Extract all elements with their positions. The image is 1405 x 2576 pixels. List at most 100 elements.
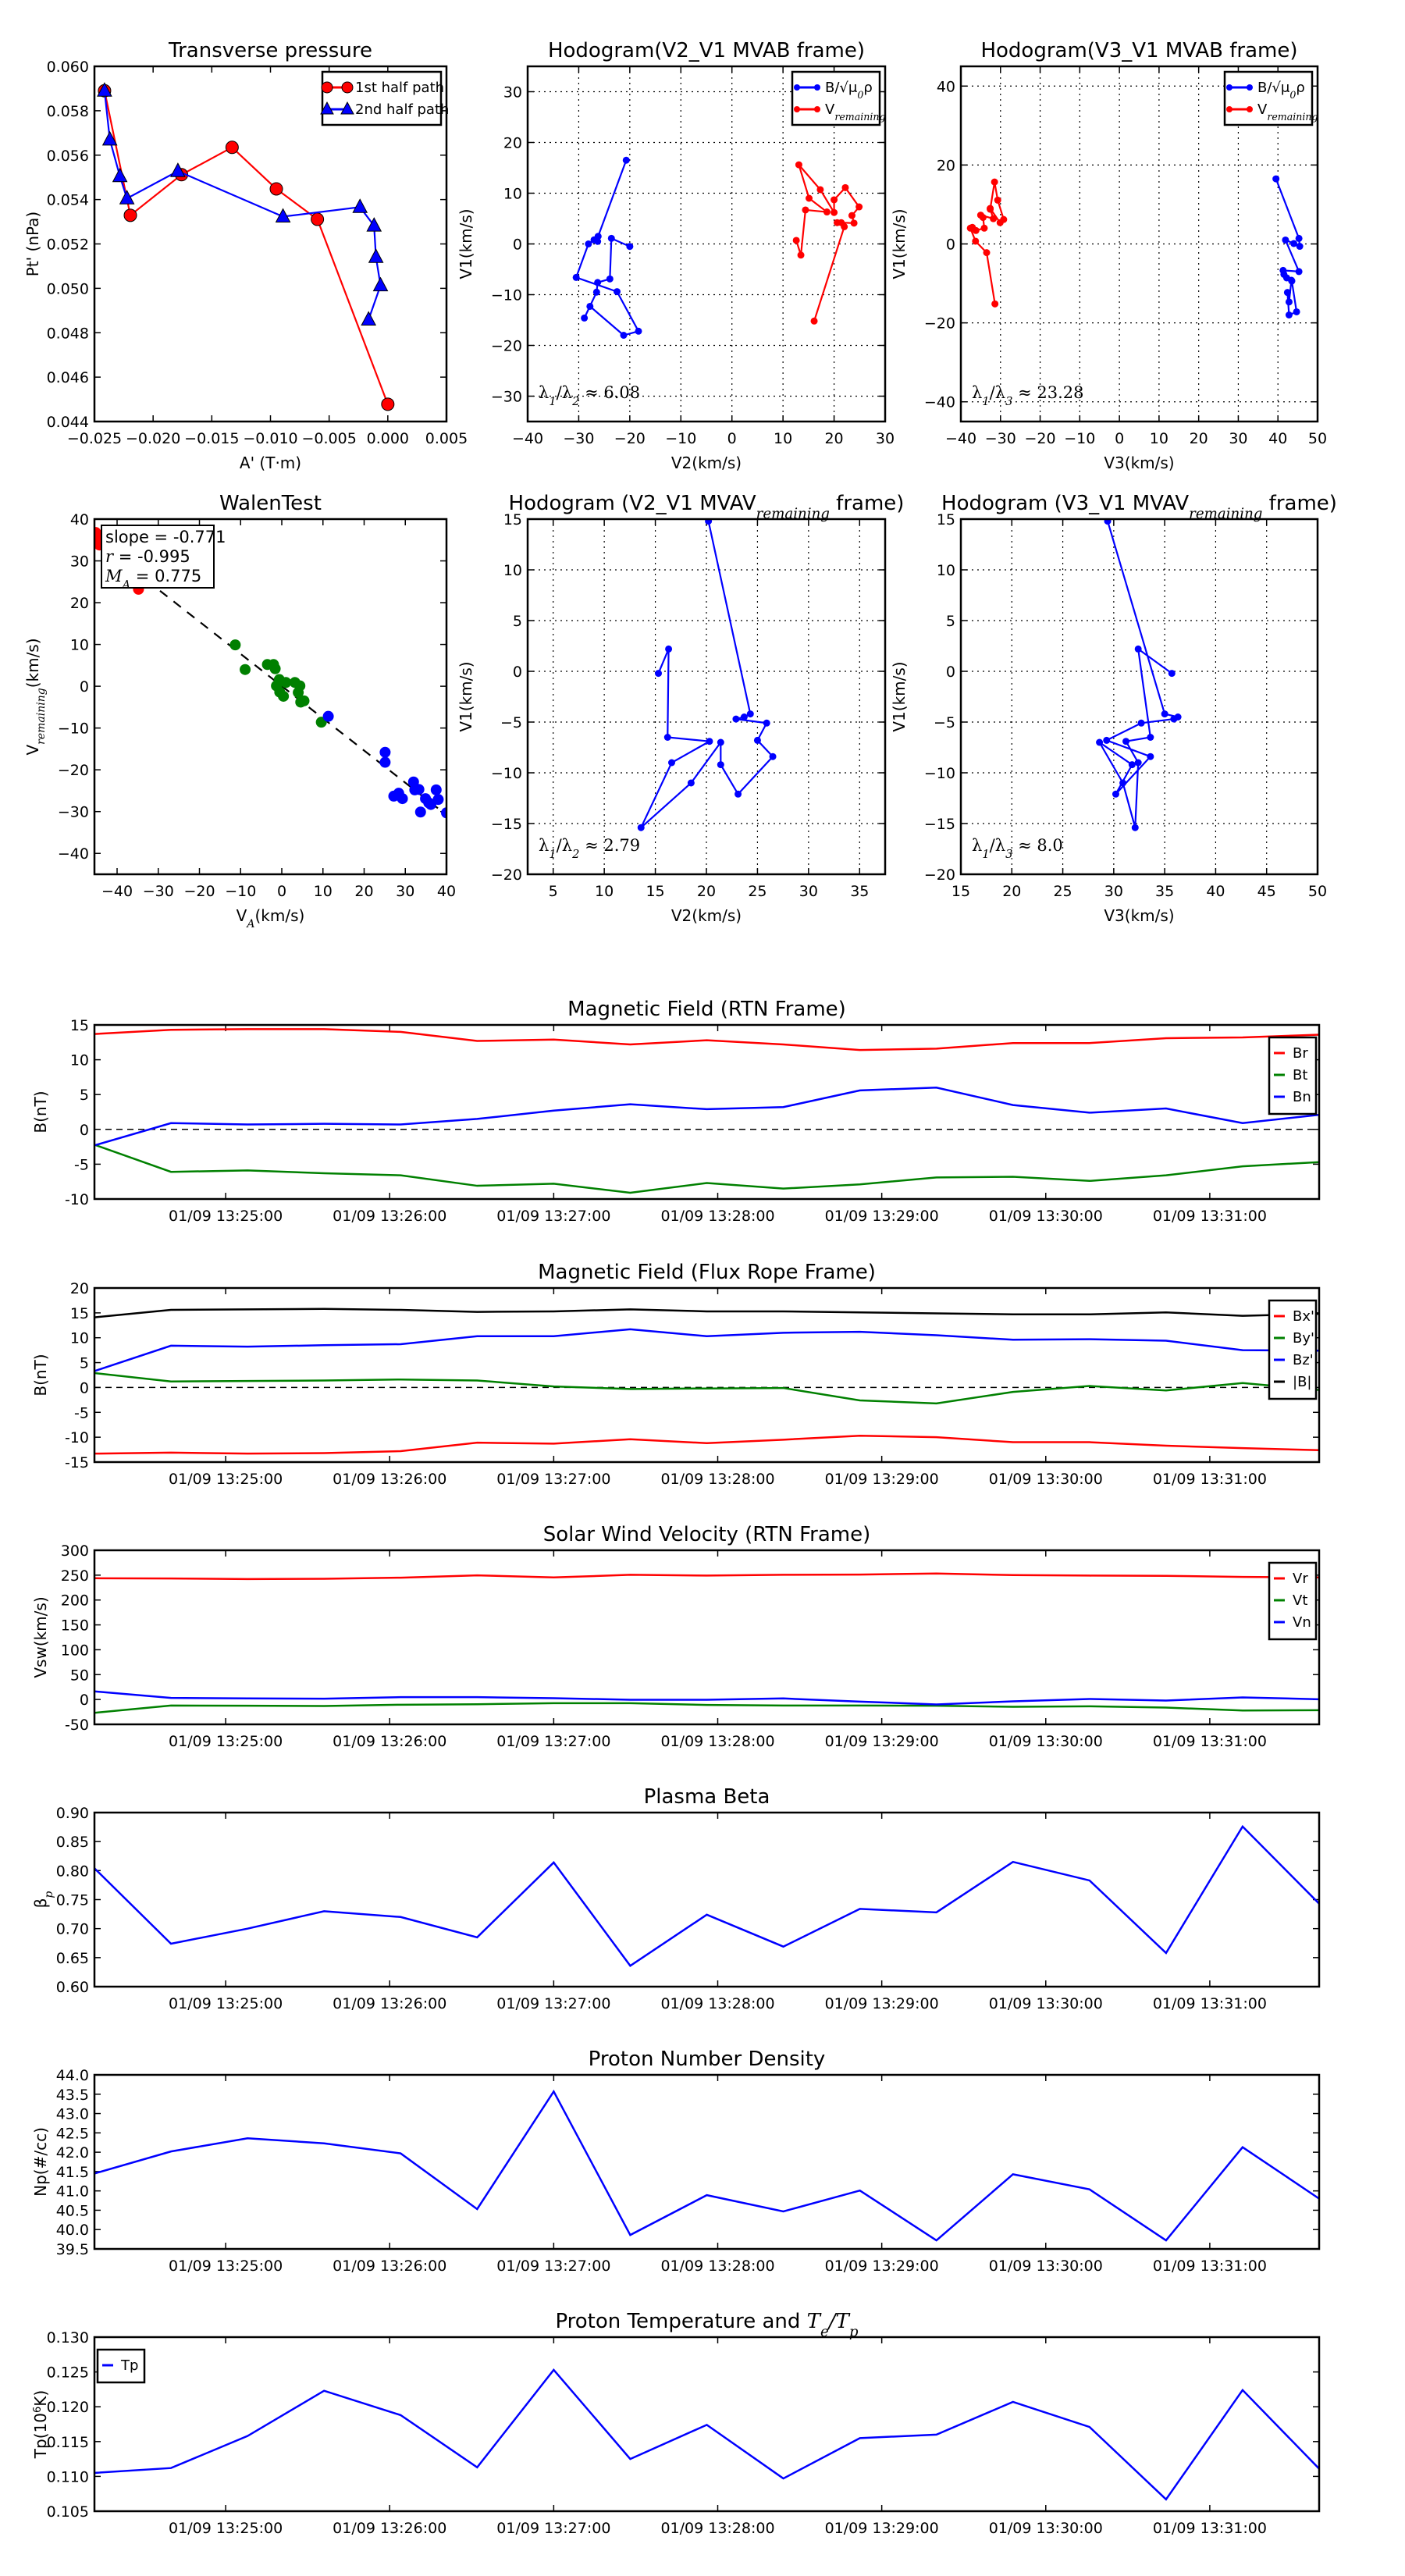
- x-tick-label: 01/09 13:31:00: [1153, 2520, 1267, 2537]
- data-point: [1285, 298, 1293, 306]
- data-point: [240, 664, 251, 675]
- data-point: [1096, 738, 1104, 746]
- data-point: [1161, 710, 1168, 718]
- eigenvalue-ratio-annotation-part: ≈ 6.08: [579, 383, 640, 402]
- y-tick-label: 20: [937, 157, 955, 174]
- eigenvalue-ratio-annotation-part: λ: [972, 836, 982, 855]
- legend-label-part: μ: [848, 80, 858, 96]
- y-tick-label: −20: [924, 866, 955, 884]
- y-tick-label: 15: [70, 1305, 89, 1322]
- fit-stat-line: MA = 0.775: [105, 567, 201, 592]
- x-tick-label: 01/09 13:25:00: [169, 1995, 283, 2012]
- x-tick-label: 01/09 13:29:00: [825, 1471, 939, 1488]
- x-tick-label: 30: [396, 883, 414, 900]
- data-point: [996, 219, 1004, 226]
- y-axis-label: Np(#/cc): [31, 2127, 50, 2197]
- legend-marker: [341, 81, 354, 94]
- legend-frame: [791, 70, 881, 126]
- x-tick-label: −40: [512, 430, 543, 447]
- x-tick-label: −0.020: [126, 430, 180, 447]
- y-tick-label: 42.0: [56, 2144, 89, 2161]
- data-point: [119, 190, 135, 205]
- x-tick-label: 20: [1002, 883, 1021, 900]
- data-point: [1147, 753, 1154, 760]
- y-tick-label: 0.70: [56, 1921, 89, 1938]
- data-point: [620, 332, 628, 339]
- x-tick-label: 30: [1229, 430, 1247, 447]
- x-tick-label: −40: [945, 430, 976, 447]
- plot-area: [94, 1824, 1319, 1967]
- y-tick-label: 0.60: [56, 1979, 89, 1996]
- x-tick-label: 01/09 13:31:00: [1153, 1208, 1267, 1225]
- eigenvalue-ratio-annotation-part: 1: [549, 848, 556, 861]
- x-tick-label: −20: [1025, 430, 1056, 447]
- data-point: [413, 784, 425, 795]
- legend-label: B/√μ0ρ: [825, 80, 873, 101]
- data-point: [275, 208, 291, 223]
- y-axis-label: Pt' (nPa): [23, 212, 42, 276]
- eigenvalue-ratio-annotation-part: 3: [1005, 848, 1012, 861]
- x-tick-label: 45: [1257, 883, 1276, 900]
- y-tick-label: 0.110: [47, 2468, 89, 2485]
- series-line: [94, 1824, 1319, 1967]
- data-point: [987, 205, 994, 212]
- y-tick-label: 15: [503, 511, 522, 528]
- series-line: [94, 2368, 1319, 2501]
- data-point: [379, 756, 391, 768]
- data-point: [850, 219, 858, 227]
- legend-label: Tp: [120, 2357, 138, 2374]
- x-tick-label: 01/09 13:26:00: [333, 1471, 446, 1488]
- fit-stat-line-part: M: [105, 567, 123, 585]
- y-tick-label: −5: [934, 714, 955, 731]
- data-point: [717, 738, 724, 746]
- plot-area: [94, 2368, 1319, 2501]
- legend-marker: [320, 101, 334, 115]
- x-tick-label: 10: [774, 430, 792, 447]
- y-tick-label: 10: [937, 562, 955, 579]
- y-axis-label-part: 10: [31, 2413, 50, 2432]
- x-tick-label: 01/09 13:26:00: [333, 2258, 446, 2275]
- y-tick-label: 40: [937, 78, 955, 95]
- series-line: [94, 1372, 1319, 1405]
- x-tick-label: 01/09 13:27:00: [496, 1733, 610, 1750]
- data-point: [322, 710, 334, 722]
- y-tick-label: 10: [503, 562, 522, 579]
- chart-title: Hodogram (V2_V1 MVAVremaining frame): [509, 492, 905, 522]
- y-tick-label: −30: [58, 804, 89, 821]
- legend-label: Vn: [1293, 1614, 1311, 1631]
- x-tick-label: 01/09 13:25:00: [169, 2520, 283, 2537]
- data-point: [572, 273, 580, 281]
- x-tick-label: 01/09 13:25:00: [169, 1471, 283, 1488]
- axes-frame: [93, 518, 448, 876]
- series-line: [94, 1702, 1319, 1714]
- y-tick-label: 0: [80, 678, 89, 696]
- series-line: [94, 1328, 1319, 1372]
- legend-label: 2nd half path: [355, 101, 449, 118]
- x-tick-label: 01/09 13:26:00: [333, 1995, 446, 2012]
- y-tick-label: 0.046: [47, 369, 89, 386]
- data-point: [1134, 759, 1142, 767]
- x-axis-label-part: V: [237, 906, 247, 925]
- chart-title: Hodogram (V3_V1 MVAVremaining frame): [941, 492, 1337, 522]
- data-point: [112, 167, 128, 183]
- y-axis-label-part: remaining: [35, 688, 48, 745]
- x-axis-label: A' (T·m): [240, 454, 301, 472]
- x-tick-label: 25: [1053, 883, 1072, 900]
- data-point: [994, 196, 1001, 204]
- data-point: [663, 734, 671, 741]
- x-tick-label: −0.015: [184, 430, 239, 447]
- eigenvalue-ratio-annotation: λ1/λ3 ≈ 23.28: [972, 383, 1084, 408]
- x-tick-label: 01/09 13:27:00: [496, 1471, 610, 1488]
- legend-label: |B|: [1293, 1374, 1311, 1390]
- chart-panel: 01/09 13:25:00 01/09 13:26:00 01/09 13:27:…: [31, 1523, 1321, 1750]
- x-tick-label: 01/09 13:27:00: [496, 2258, 610, 2275]
- data-point: [606, 275, 614, 283]
- data-point: [293, 687, 304, 699]
- legend-label: Vremaining: [1257, 101, 1318, 123]
- legend-label-part: remaining: [1267, 111, 1318, 123]
- axes-frame: [93, 1023, 1321, 1201]
- data-point: [1295, 268, 1303, 276]
- data-point: [990, 215, 998, 222]
- data-point: [585, 240, 592, 247]
- data-point: [797, 251, 805, 259]
